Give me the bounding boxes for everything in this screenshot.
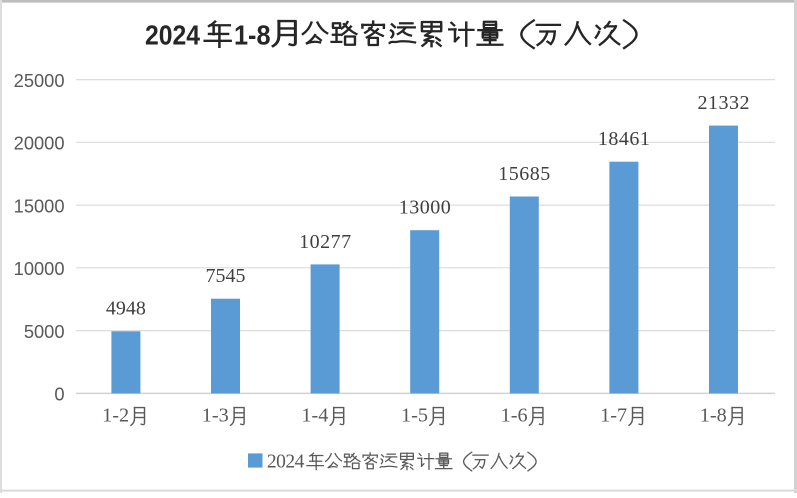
- svg-text:15000: 15000: [14, 195, 65, 216]
- svg-text:1-8: 1-8: [234, 20, 271, 51]
- svg-text:0: 0: [54, 384, 64, 405]
- svg-text:1-7: 1-7: [600, 406, 627, 427]
- svg-text:15685: 15685: [498, 163, 550, 185]
- svg-text:2024: 2024: [267, 452, 305, 473]
- svg-text:1-4: 1-4: [301, 406, 328, 427]
- svg-text:18461: 18461: [598, 128, 650, 150]
- svg-text:7545: 7545: [206, 265, 246, 287]
- svg-text:2024: 2024: [145, 20, 200, 51]
- svg-text:1-6: 1-6: [501, 406, 528, 427]
- svg-text:4948: 4948: [106, 298, 146, 320]
- svg-text:1-3: 1-3: [202, 406, 229, 427]
- svg-text:25000: 25000: [14, 70, 65, 91]
- svg-text:1-2: 1-2: [102, 406, 129, 427]
- svg-text:20000: 20000: [14, 133, 65, 154]
- svg-text:1-5: 1-5: [401, 406, 428, 427]
- svg-text:10000: 10000: [14, 258, 65, 279]
- svg-text:13000: 13000: [399, 197, 451, 219]
- svg-text:21332: 21332: [698, 92, 750, 114]
- svg-text:5000: 5000: [24, 321, 65, 342]
- svg-text:10277: 10277: [299, 231, 351, 253]
- svg-text:1-8: 1-8: [700, 406, 727, 427]
